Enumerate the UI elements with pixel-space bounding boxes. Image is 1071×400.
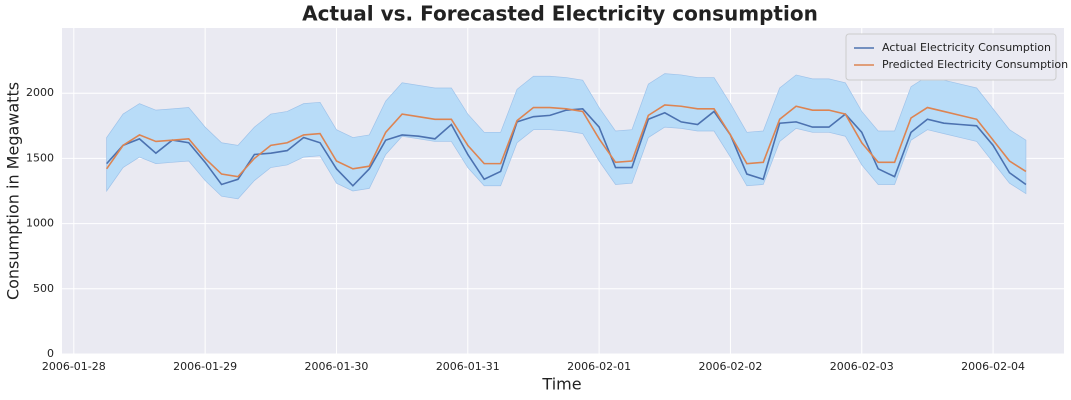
chart-title: Actual vs. Forecasted Electricity consum… bbox=[302, 2, 818, 26]
x-tick-label: 2006-01-28 bbox=[42, 360, 106, 373]
x-tick-label: 2006-01-31 bbox=[436, 360, 500, 373]
x-tick-label: 2006-01-29 bbox=[173, 360, 237, 373]
x-tick-label: 2006-02-04 bbox=[961, 360, 1025, 373]
legend-label: Predicted Electricity Consumption bbox=[882, 58, 1068, 71]
series-line bbox=[105, 104, 1027, 178]
legend-label: Actual Electricity Consumption bbox=[882, 41, 1051, 54]
y-tick-label: 2000 bbox=[26, 86, 54, 99]
x-tick-label: 2006-02-01 bbox=[567, 360, 631, 373]
y-axis-label: Consumption in Megawatts bbox=[4, 82, 23, 300]
x-axis-label: Time bbox=[541, 375, 581, 394]
y-tick-label: 0 bbox=[47, 347, 54, 360]
legend: Actual Electricity Consumption Predicted … bbox=[845, 33, 1068, 81]
marks bbox=[105, 73, 1027, 200]
x-tick-label: 2006-01-30 bbox=[304, 360, 368, 373]
x-tick-label: 2006-02-03 bbox=[830, 360, 894, 373]
y-tick-label: 1000 bbox=[26, 217, 54, 230]
y-tick-label: 500 bbox=[33, 282, 54, 295]
x-tick-label: 2006-02-02 bbox=[698, 360, 762, 373]
legend-box bbox=[845, 33, 1057, 81]
y-tick-label: 1500 bbox=[26, 151, 54, 164]
